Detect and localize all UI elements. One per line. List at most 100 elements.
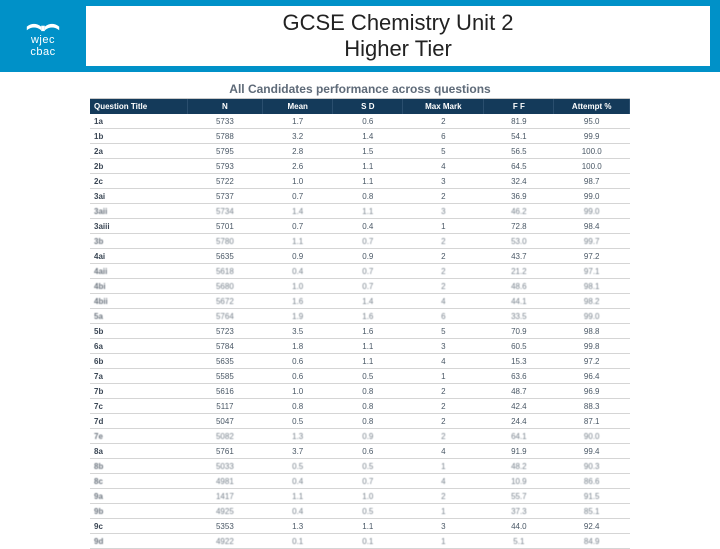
cell: 5585 (187, 369, 263, 384)
cell: 96.9 (554, 384, 630, 399)
cell: 9a (90, 489, 187, 504)
cell: 4 (403, 294, 484, 309)
cell: 99.0 (554, 204, 630, 219)
cell: 5722 (187, 174, 263, 189)
cell: 5795 (187, 144, 263, 159)
cell: 5764 (187, 309, 263, 324)
cell: 64.1 (484, 429, 554, 444)
cell: 5734 (187, 204, 263, 219)
cell: 48.2 (484, 459, 554, 474)
cell: 1.1 (333, 519, 403, 534)
cell: 8a (90, 444, 187, 459)
cell: 60.5 (484, 339, 554, 354)
cell: 1.3 (263, 429, 333, 444)
cell: 3.5 (263, 324, 333, 339)
cell: 5780 (187, 234, 263, 249)
cell: 7b (90, 384, 187, 399)
col-header: N (187, 99, 263, 114)
cell: 63.6 (484, 369, 554, 384)
table-row: 2b57932.61.1464.5100.0 (90, 159, 630, 174)
cell: 0.5 (333, 369, 403, 384)
cell: 3.2 (263, 129, 333, 144)
cell: 37.3 (484, 504, 554, 519)
cell: 9b (90, 504, 187, 519)
cell: 84.9 (554, 534, 630, 549)
cell: 0.7 (333, 264, 403, 279)
cell: 5033 (187, 459, 263, 474)
cell: 6 (403, 309, 484, 324)
cell: 2 (403, 489, 484, 504)
cell: 3b (90, 234, 187, 249)
cell: 55.7 (484, 489, 554, 504)
cell: 4 (403, 354, 484, 369)
cell: 98.1 (554, 279, 630, 294)
logo-text-1: wjec (31, 34, 55, 46)
table-row: 5b57233.51.6570.998.8 (90, 324, 630, 339)
cell: 100.0 (554, 144, 630, 159)
cell: 2c (90, 174, 187, 189)
cell: 4bi (90, 279, 187, 294)
cell: 2.6 (263, 159, 333, 174)
cell: 0.5 (263, 414, 333, 429)
cell: 4aii (90, 264, 187, 279)
col-header: Max Mark (403, 99, 484, 114)
cell: 42.4 (484, 399, 554, 414)
cell: 3 (403, 204, 484, 219)
cell: 1.0 (263, 384, 333, 399)
cell: 97.2 (554, 354, 630, 369)
table-caption: All Candidates performance across questi… (90, 78, 630, 99)
cell: 98.8 (554, 324, 630, 339)
cell: 1.4 (333, 129, 403, 144)
cell: 99.0 (554, 189, 630, 204)
cell: 44.0 (484, 519, 554, 534)
table-row: 7a55850.60.5163.696.4 (90, 369, 630, 384)
cell: 1.9 (263, 309, 333, 324)
table-row: 3aii57341.41.1346.299.0 (90, 204, 630, 219)
cell: 2a (90, 144, 187, 159)
logo: wjec cbac (0, 0, 86, 72)
cell: 1.8 (263, 339, 333, 354)
table-row: 9a14171.11.0255.791.5 (90, 489, 630, 504)
cell: 5082 (187, 429, 263, 444)
table-row: 8a57613.70.6491.999.4 (90, 444, 630, 459)
cell: 3 (403, 339, 484, 354)
cell: 1.0 (263, 174, 333, 189)
cell: 98.4 (554, 219, 630, 234)
cell: 5047 (187, 414, 263, 429)
cell: 10.9 (484, 474, 554, 489)
table-row: 3b57801.10.7253.099.7 (90, 234, 630, 249)
cell: 1 (403, 459, 484, 474)
cell: 0.6 (263, 354, 333, 369)
cell: 0.7 (263, 219, 333, 234)
cell: 5635 (187, 249, 263, 264)
cell: 99.9 (554, 129, 630, 144)
cell: 1417 (187, 489, 263, 504)
cell: 5680 (187, 279, 263, 294)
cell: 64.5 (484, 159, 554, 174)
cell: 5761 (187, 444, 263, 459)
cell: 5b (90, 324, 187, 339)
table-row: 5a57641.91.6633.599.0 (90, 309, 630, 324)
cell: 1.0 (333, 489, 403, 504)
table-row: 9b49250.40.5137.385.1 (90, 504, 630, 519)
table-row: 8c49810.40.7410.986.6 (90, 474, 630, 489)
cell: 4ai (90, 249, 187, 264)
cell: 91.9 (484, 444, 554, 459)
cell: 99.8 (554, 339, 630, 354)
cell: 2 (403, 384, 484, 399)
cell: 5672 (187, 294, 263, 309)
cell: 33.5 (484, 309, 554, 324)
cell: 53.0 (484, 234, 554, 249)
cell: 56.5 (484, 144, 554, 159)
cell: 0.5 (333, 459, 403, 474)
cell: 98.2 (554, 294, 630, 309)
table-row: 7d50470.50.8224.487.1 (90, 414, 630, 429)
cell: 4 (403, 159, 484, 174)
cell: 21.2 (484, 264, 554, 279)
table-header-row: Question TitleNMeanS DMax MarkF FAttempt… (90, 99, 630, 114)
cell: 6 (403, 129, 484, 144)
cell: 81.9 (484, 114, 554, 129)
table-row: 1a57331.70.6281.995.0 (90, 114, 630, 129)
cell: 0.7 (333, 474, 403, 489)
page-title-line2: Higher Tier (344, 36, 452, 62)
